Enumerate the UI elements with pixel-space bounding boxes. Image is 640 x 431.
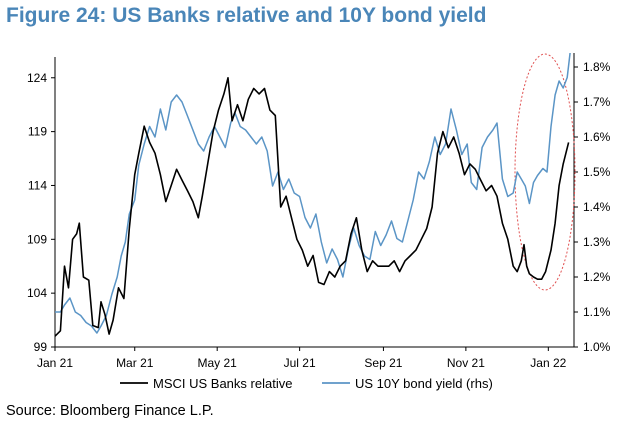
left-tick-label: 114 (28, 178, 47, 192)
right-tick-label: 1.6% (583, 130, 611, 144)
series-layer (55, 53, 571, 337)
chart-axes: 99 104 109 114 119 124 1.0% 1.1% 1.2% 1.3% 1.4% 1.5… (27, 53, 611, 370)
x-tick-label: Jan 22 (530, 356, 566, 370)
x-tick-label: Jan 21 (37, 356, 73, 370)
x-tick-label: Mar 21 (116, 356, 154, 370)
x-tick-label: Sep 21 (364, 356, 402, 370)
right-tick-label: 1.7% (583, 95, 611, 109)
legend: MSCI US Banks relative US 10Y bond yield … (120, 376, 493, 391)
x-tick-label: Nov 21 (447, 356, 485, 370)
right-tick-label: 1.4% (583, 200, 611, 214)
highlight-ellipse (514, 53, 576, 291)
right-tick-label: 1.8% (583, 60, 611, 74)
legend-label-yield: US 10Y bond yield (rhs) (355, 376, 493, 391)
right-tick-label: 1.3% (583, 235, 611, 249)
source-note: Source: Bloomberg Finance L.P. (6, 403, 214, 419)
x-tick-label: Jul 21 (284, 356, 316, 370)
right-tick-label: 1.1% (583, 305, 611, 319)
figure-title: Figure 24: US Banks relative and 10Y bon… (6, 4, 487, 27)
right-tick-label: 1.0% (583, 340, 611, 354)
x-tick-label: May 21 (198, 356, 238, 370)
highlight-ellipse-layer (514, 53, 576, 291)
right-tick-label: 1.2% (583, 270, 611, 284)
left-tick-label: 119 (28, 125, 47, 139)
right-tick-label: 1.5% (583, 165, 611, 179)
left-tick-label: 99 (34, 340, 48, 354)
bond-yield-line (55, 53, 571, 334)
legend-label-banks: MSCI US Banks relative (153, 376, 292, 391)
left-tick-label: 109 (27, 232, 47, 246)
banks-relative-line (55, 77, 570, 337)
left-tick-label: 124 (27, 71, 47, 85)
left-tick-label: 104 (27, 286, 47, 300)
